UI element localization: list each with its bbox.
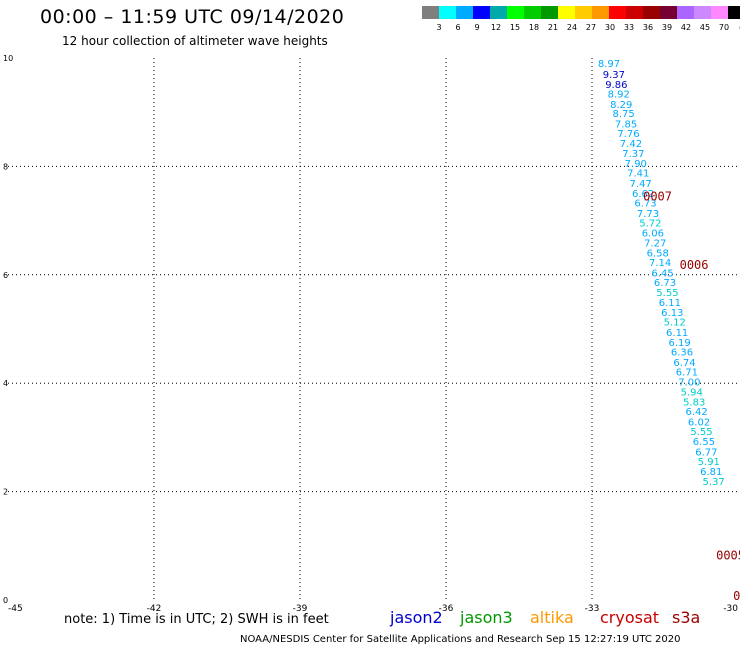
wave-height-value: 6.58 [647, 248, 669, 259]
colorbar-tick-label: 42 [680, 23, 692, 32]
chart-subtitle: 12 hour collection of altimeter wave hei… [62, 34, 328, 48]
y-tick-label: 8 [3, 162, 8, 171]
wave-height-value: 6.55 [693, 437, 715, 448]
wave-height-value: 7.27 [644, 239, 666, 250]
wave-height-value: 6.77 [695, 447, 717, 458]
x-tick-label: -30 [723, 604, 738, 614]
y-tick-label: 6 [3, 271, 8, 280]
time-label: 0006 [680, 258, 709, 272]
wave-height-value: 6.13 [661, 308, 683, 319]
colorbar-tick-label: 27 [585, 23, 597, 32]
wave-height-value: 7.47 [630, 179, 652, 190]
legend-item-cryosat: cryosat [600, 608, 660, 627]
time-label: 0005 [716, 548, 740, 562]
wave-height-value: 6.81 [700, 467, 722, 478]
colorbar-tick-label: 24 [566, 23, 578, 32]
colorbar-tick-label: 33 [623, 23, 635, 32]
colorbar-tick-label: 15 [509, 23, 521, 32]
y-tick-label: 4 [3, 379, 8, 388]
colorbar-tick-label: 36 [642, 23, 654, 32]
wave-height-value: 9.86 [605, 80, 627, 91]
y-tick-label: 2 [3, 488, 8, 497]
wave-height-value: 5.55 [690, 427, 712, 438]
wave-height-value: 6.11 [659, 298, 681, 309]
wave-height-value: 6.42 [686, 407, 708, 418]
colorbar-tick-label: 9 [474, 23, 480, 32]
colorbar-tick-label: 6 [455, 23, 461, 32]
wave-height-value: 6.36 [671, 348, 693, 359]
legend-item-altika: altika [530, 608, 574, 627]
x-tick-label: -36 [439, 604, 454, 614]
wave-height-value: 8.92 [608, 90, 630, 101]
wave-height-value: 7.37 [622, 149, 644, 160]
footer-credit: NOAA/NESDIS Center for Satellite Applica… [240, 634, 681, 645]
time-label: 000 [733, 589, 740, 603]
wave-height-value: 5.91 [698, 457, 720, 468]
colorbar-tick-label: 3 [436, 23, 442, 32]
colorbar-tick-label: 12 [490, 23, 502, 32]
wave-height-value: 8.29 [610, 100, 632, 111]
wave-height-value: 6.62 [632, 189, 654, 200]
time-label: 0007 [643, 190, 672, 204]
legend-item-s3a: s3a [672, 608, 701, 627]
wave-height-value: 5.83 [683, 397, 705, 408]
colorbar-unit: (ft) [733, 23, 740, 32]
wave-height-value: 9.37 [603, 70, 625, 81]
wave-height-value: 5.94 [681, 388, 703, 399]
wave-height-value: 6.02 [688, 417, 710, 428]
wave-height-value: 6.06 [642, 228, 664, 239]
wave-height-value: 6.11 [666, 328, 688, 339]
wave-height-value: 8.75 [613, 109, 635, 120]
wave-height-value: 6.74 [673, 358, 695, 369]
x-tick-label: -42 [147, 604, 162, 614]
wave-height-value: 7.14 [649, 258, 671, 269]
wave-height-value: 6.19 [668, 338, 690, 349]
wave-height-value: 7.90 [625, 159, 647, 170]
legend-note: note: 1) Time is in UTC; 2) SWH is in fe… [64, 612, 329, 627]
wave-height-value: 6.73 [654, 278, 676, 289]
colorbar-tick-label: 70 [718, 23, 730, 32]
wave-height-value: 6.73 [634, 199, 656, 210]
colorbar-swatch [728, 6, 740, 19]
colorbar-tick-label: 18 [528, 23, 540, 32]
x-tick-label: -39 [293, 604, 308, 614]
wave-height-value: 7.00 [678, 377, 700, 388]
colorbar-tick-label: 39 [661, 23, 673, 32]
wave-height-value: 5.55 [656, 288, 678, 299]
x-tick-label: -33 [585, 604, 600, 614]
wave-height-value: 8.97 [598, 59, 620, 70]
y-tick-label: 10 [3, 54, 13, 63]
colorbar-tick-label: 45 [699, 23, 711, 32]
wave-height-value: 6.45 [651, 268, 673, 279]
chart-title: 00:00 – 11:59 UTC 09/14/2020 [40, 6, 345, 28]
wave-height-value: 7.85 [615, 119, 637, 130]
wave-height-value: 7.76 [617, 129, 639, 140]
legend-item-jason3: jason3 [460, 608, 513, 627]
x-tick-label: -45 [8, 604, 23, 614]
wave-height-value: 5.37 [703, 477, 725, 488]
legend-item-jason2: jason2 [390, 608, 443, 627]
wave-height-value: 7.73 [637, 209, 659, 220]
wave-height-value: 5.12 [664, 318, 686, 329]
colorbar-tick-label: 30 [604, 23, 616, 32]
y-tick-label: 0 [3, 596, 8, 605]
wave-height-value: 5.72 [639, 219, 661, 230]
wave-height-value: 7.42 [620, 139, 642, 150]
wave-height-value: 7.41 [627, 169, 649, 180]
wave-height-value: 6.71 [676, 368, 698, 379]
colorbar-tick-label: 21 [547, 23, 559, 32]
